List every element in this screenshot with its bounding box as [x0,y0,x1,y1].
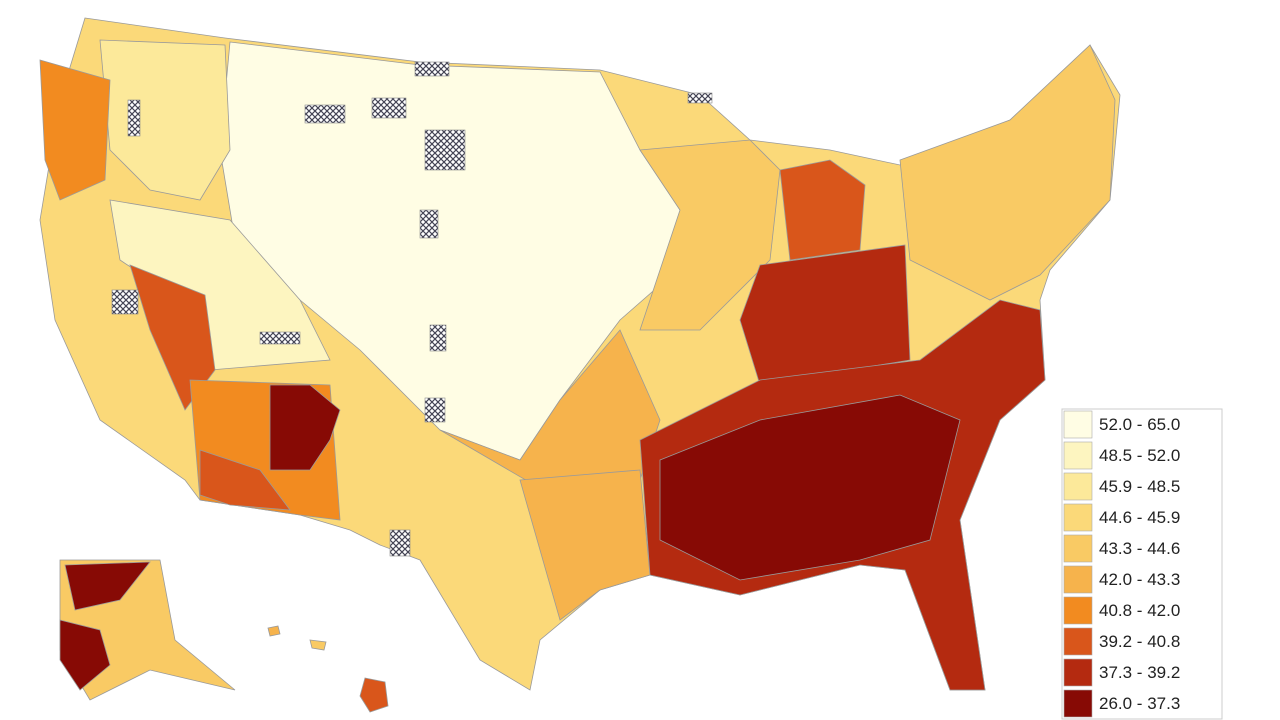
legend-swatch [1063,503,1093,532]
legend-label: 43.3 - 44.6 [1099,539,1180,558]
legend-swatch [1063,472,1093,501]
northern-rockies [99,39,231,201]
no-data [127,99,141,137]
mountain-west [109,199,331,371]
legend-label: 52.0 - 65.0 [1099,415,1180,434]
no-data [424,129,466,171]
deep-south [659,394,961,581]
legend-swatch [1063,534,1093,563]
legend-label: 42.0 - 43.3 [1099,570,1180,589]
no-data [419,209,439,239]
pacific-northwest [39,59,111,201]
no-data [259,331,301,345]
no-data-areas [111,61,713,557]
legend-swatch [1063,410,1093,439]
no-data [111,289,139,315]
northeast [899,44,1116,301]
ohio-valley [739,244,911,386]
legend-swatch [1063,441,1093,470]
legend-swatch [1063,689,1093,718]
legend-label: 26.0 - 37.3 [1099,694,1180,713]
no-data [414,61,450,77]
michigan [779,159,866,261]
map-regions [39,17,1121,713]
no-data [429,324,447,352]
hawaii-3 [359,677,389,713]
legend: 52.0 - 65.0 48.5 - 52.0 45.9 - 48.5 44.6 - … [1061,408,1223,720]
legend-label: 45.9 - 48.5 [1099,477,1180,496]
legend-label: 37.3 - 39.2 [1099,663,1180,682]
no-data [304,104,346,124]
no-data [371,97,407,119]
legend-swatch [1063,596,1093,625]
legend-label: 44.6 - 45.9 [1099,508,1180,527]
arizona-south [199,449,291,511]
hawaii-2 [309,639,327,651]
no-data [424,397,446,423]
legend-swatch [1063,658,1093,687]
legend-label: 39.2 - 40.8 [1099,632,1180,651]
legend-swatch [1063,565,1093,594]
alaska-west [64,561,151,611]
hawaii-1 [267,625,281,637]
legend-label: 40.8 - 42.0 [1099,601,1180,620]
legend-swatch [1063,627,1093,656]
no-data [687,92,713,104]
new-mexico-spot [269,384,341,471]
legend-label: 48.5 - 52.0 [1099,446,1180,465]
no-data [389,529,411,557]
alaska-south [59,619,111,691]
east-texas [519,469,651,621]
midwest [639,139,781,331]
